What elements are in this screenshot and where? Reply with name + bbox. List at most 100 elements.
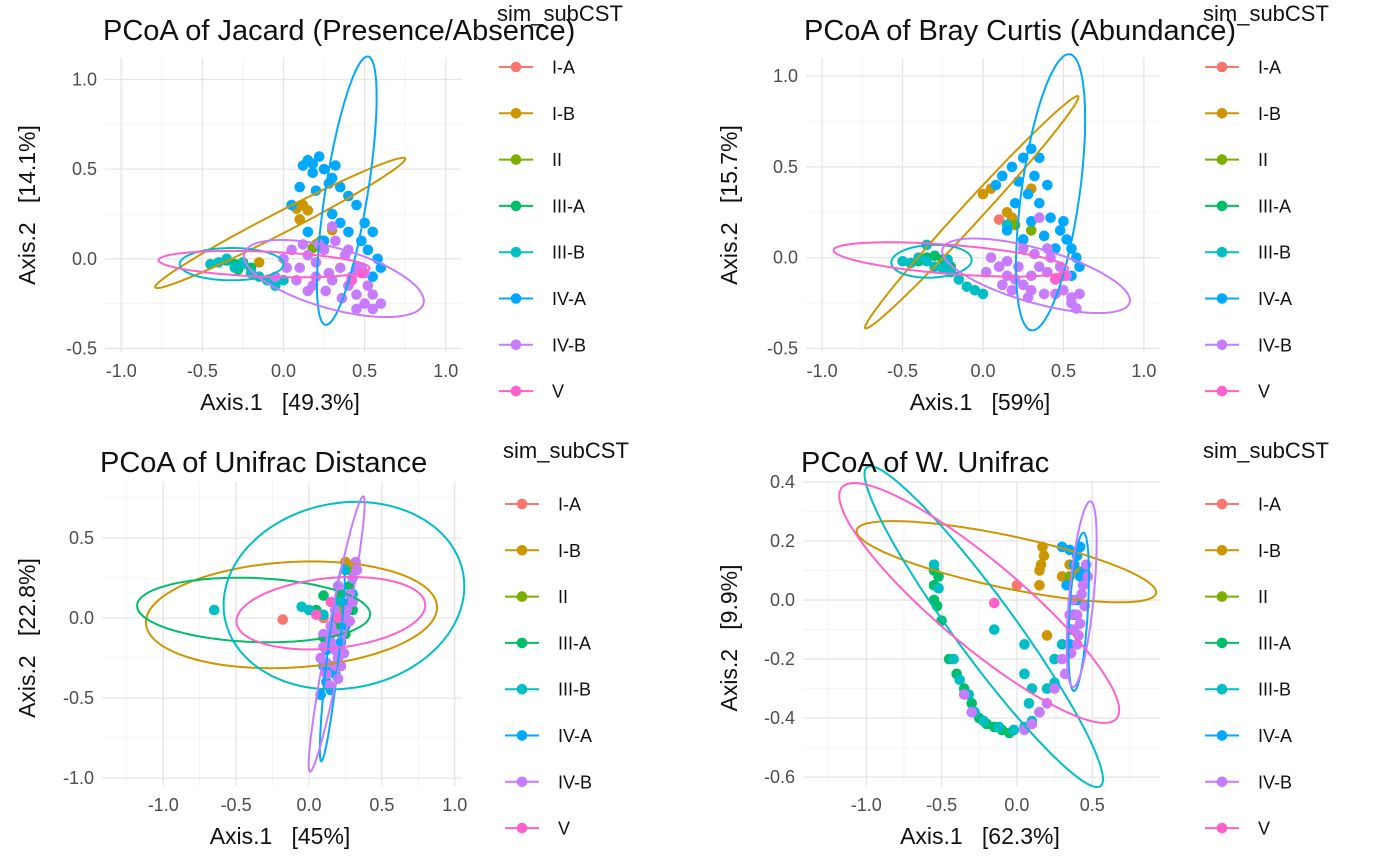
legend-key-point [510, 293, 522, 304]
data-point-iv-a [307, 167, 319, 179]
legend-item-label: IV-A [1258, 726, 1292, 746]
data-point-iv-a [1025, 216, 1037, 227]
confidence-ellipse-v [235, 576, 427, 651]
data-point-iv-a [1022, 188, 1034, 200]
data-point-iv-a [351, 199, 362, 211]
data-point-iv-b [294, 262, 306, 274]
data-point-iii-b [977, 288, 989, 300]
confidence-ellipse-i-b [144, 560, 438, 670]
legend-key-point [1216, 246, 1228, 258]
data-point-iv-a [343, 226, 354, 238]
data-point-iv-a [1058, 216, 1069, 227]
legend-item-label: III-B [1258, 243, 1291, 263]
pcoa-panel-3: -1.0 -0.5 0.0 0.5 1.0 -1.0 -0.5 0.0 0.5 Axis.1 [4… [14, 438, 629, 849]
data-point-iv-b [310, 257, 322, 268]
legend-item-label: II [558, 587, 568, 607]
legend-item-label: I-A [552, 58, 575, 78]
legend-item-label: III-B [1258, 680, 1291, 700]
data-point-iii-b [993, 721, 1005, 733]
data-point-iv-b [1074, 618, 1086, 629]
data-point-iv-a [1001, 225, 1013, 236]
confidence-ellipse-i-b [863, 94, 1080, 330]
y-axis-label: Axis.2 [9.9%] [716, 564, 742, 711]
pcoa-panel-1: -1.0 -0.5 0.0 0.5 1.0 -0.5 0.0 0.5 1.0 Axis.1 [49… [14, 1, 623, 415]
confidence-ellipse-iii-b [178, 247, 285, 282]
confidence-ellipse-v [838, 482, 1121, 724]
data-point-iv-a [1050, 243, 1061, 254]
legend: sim_subCST I-A I-B II III-A III-B IV-A IV-B V [497, 1, 623, 402]
data-point-iv-a [367, 271, 379, 283]
x-tick-label: -0.5 [187, 361, 218, 381]
data-point-iii-b [948, 653, 959, 665]
confidence-ellipse-iv-a [1015, 53, 1087, 332]
y-tick-label: 0.0 [773, 248, 798, 268]
data-point-iv-b [362, 280, 374, 291]
data-point-iii-b [1019, 668, 1030, 680]
legend: sim_subCST I-A I-B II III-A III-B IV-A IV-B V [1203, 438, 1329, 839]
confidence-ellipse-iii-a [136, 576, 372, 644]
data-point-iv-b [1076, 588, 1087, 600]
data-point-i-b [1041, 630, 1053, 641]
data-point-iv-a [1038, 230, 1050, 242]
data-point-v [1050, 274, 1061, 285]
data-point-iv-b [1080, 559, 1092, 570]
data-layer [136, 495, 466, 773]
data-point-iv-a [1061, 234, 1072, 245]
legend-item-label: IV-B [552, 335, 586, 355]
data-point-iii-b [905, 257, 916, 269]
data-point-iv-b [326, 221, 338, 232]
plot-title: PCoA of Bray Curtis (Abundance) [804, 15, 1236, 47]
data-point-iii-b [937, 263, 949, 274]
data-point-iv-a [326, 208, 338, 220]
data-point-iv-b [1026, 718, 1038, 730]
data-point-iv-b [1038, 288, 1050, 300]
confidence-ellipse-iv-b [1065, 500, 1098, 689]
data-point-iv-a [362, 244, 374, 256]
legend-item-label: III-A [552, 196, 585, 216]
data-point-i-b [302, 205, 314, 216]
data-point-iv-a [334, 181, 346, 193]
x-tick-label: 0.5 [369, 795, 394, 815]
legend-key-point [516, 637, 528, 649]
data-point-iv-a [313, 151, 325, 162]
data-point-iv-a [997, 170, 1008, 182]
data-point-iv-b [1058, 284, 1069, 296]
data-point-iv-b [1013, 261, 1024, 273]
data-point-iv-a [307, 158, 319, 170]
x-tick-label: 1.0 [442, 795, 467, 815]
legend-title: sim_subCST [1203, 438, 1329, 463]
x-tick-label: 0.5 [1051, 361, 1076, 381]
data-point-iv-b [334, 262, 346, 274]
data-point-iv-a [330, 160, 341, 171]
data-point-ii [1025, 225, 1037, 236]
legend-key-point [510, 200, 522, 212]
data-point-iv-b [278, 253, 289, 265]
data-point-iii-a [929, 250, 941, 262]
data-point-iv-b [958, 689, 970, 700]
confidence-ellipse-iv-a [316, 55, 378, 326]
data-point-iv-a [1017, 234, 1029, 245]
y-tick-label: 1.0 [773, 66, 798, 86]
data-point-i-b [253, 257, 265, 268]
data-point-iv-a [1006, 161, 1018, 173]
data-point-iv-b [330, 235, 341, 247]
confidence-ellipse-v [157, 250, 371, 279]
y-tick-label: 0.5 [773, 157, 798, 177]
data-point-iv-b [1077, 580, 1089, 591]
x-tick-label: 0.0 [296, 795, 321, 815]
data-point-iv-b [302, 285, 314, 297]
data-point-i-b [977, 188, 989, 200]
confidence-ellipse-iv-b [307, 495, 366, 773]
x-tick-label: 0.0 [1004, 795, 1029, 815]
data-point-iv-b [351, 289, 362, 300]
legend-key-point [1216, 545, 1228, 556]
data-layer [154, 55, 425, 326]
data-point-iv-a [310, 185, 322, 196]
legend-key-point [516, 822, 528, 834]
data-point-iv-a [334, 217, 346, 229]
confidence-ellipse-i-b [855, 520, 1158, 604]
data-point-iv-b [966, 706, 978, 718]
legend-key-point [516, 591, 528, 602]
legend-title: sim_subCST [497, 1, 623, 26]
legend-key-point [510, 154, 522, 165]
